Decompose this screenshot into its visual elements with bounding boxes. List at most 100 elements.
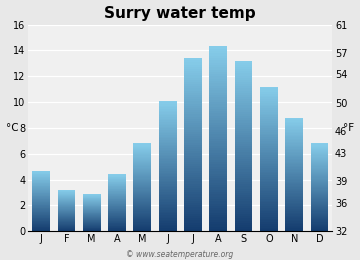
Bar	[184, 138, 202, 140]
Bar	[285, 206, 303, 207]
Bar	[159, 127, 176, 128]
Bar	[235, 140, 252, 142]
Bar	[285, 127, 303, 129]
Bar	[58, 214, 75, 215]
Bar	[83, 198, 100, 199]
Bar	[311, 218, 328, 219]
Bar	[108, 186, 126, 187]
Bar	[159, 202, 176, 204]
Bar	[311, 208, 328, 209]
Bar	[32, 178, 50, 179]
Bar	[235, 118, 252, 120]
Bar	[260, 101, 278, 103]
Bar	[32, 177, 50, 178]
Bar	[134, 150, 151, 151]
Bar	[108, 193, 126, 194]
Bar	[260, 137, 278, 139]
Bar	[285, 122, 303, 123]
Bar	[210, 162, 227, 164]
Bar	[58, 215, 75, 216]
Bar	[260, 179, 278, 181]
Bar	[235, 182, 252, 184]
Bar	[210, 224, 227, 227]
Bar	[285, 126, 303, 127]
Bar	[285, 156, 303, 157]
Bar	[260, 213, 278, 215]
Bar	[134, 196, 151, 197]
Bar	[32, 209, 50, 210]
Bar	[58, 209, 75, 210]
Bar	[108, 211, 126, 212]
Bar	[159, 122, 176, 124]
Bar	[285, 153, 303, 154]
Bar	[83, 212, 100, 213]
Bar	[311, 206, 328, 207]
Bar	[32, 196, 50, 197]
Bar	[210, 146, 227, 148]
Bar	[285, 167, 303, 169]
Bar	[285, 191, 303, 193]
Bar	[210, 220, 227, 222]
Bar	[285, 207, 303, 209]
Bar	[159, 153, 176, 155]
Bar	[58, 196, 75, 197]
Bar	[210, 176, 227, 178]
Bar	[235, 210, 252, 212]
Bar	[235, 78, 252, 80]
Bar	[134, 158, 151, 159]
Bar	[32, 208, 50, 209]
Bar	[184, 147, 202, 149]
Bar	[311, 186, 328, 187]
Bar	[235, 101, 252, 103]
Bar	[210, 104, 227, 107]
Bar	[83, 210, 100, 211]
Bar	[108, 183, 126, 184]
Bar	[83, 225, 100, 226]
Bar	[311, 181, 328, 182]
Bar	[210, 127, 227, 130]
Bar	[159, 107, 176, 109]
Bar	[184, 158, 202, 160]
Bar	[159, 146, 176, 148]
Bar	[210, 51, 227, 53]
Bar	[260, 153, 278, 155]
Bar	[134, 164, 151, 165]
Bar	[235, 202, 252, 204]
Bar	[235, 154, 252, 157]
Bar	[83, 200, 100, 201]
Bar	[184, 164, 202, 166]
Bar	[134, 154, 151, 155]
Bar	[235, 103, 252, 106]
Bar	[285, 183, 303, 184]
Bar	[134, 145, 151, 146]
Bar	[285, 230, 303, 231]
Bar	[32, 189, 50, 190]
Bar	[159, 110, 176, 112]
Bar	[58, 212, 75, 213]
Bar	[311, 200, 328, 202]
Bar	[32, 219, 50, 220]
Bar	[159, 186, 176, 187]
Bar	[108, 209, 126, 210]
Bar	[210, 208, 227, 211]
Bar	[32, 199, 50, 200]
Bar	[260, 155, 278, 157]
Bar	[83, 203, 100, 204]
Bar	[83, 218, 100, 219]
Bar	[260, 132, 278, 134]
Bar	[159, 168, 176, 169]
Bar	[134, 167, 151, 169]
Bar	[134, 192, 151, 193]
Bar	[184, 223, 202, 225]
Bar	[32, 216, 50, 217]
Bar	[311, 193, 328, 194]
Bar	[58, 191, 75, 192]
Bar	[159, 209, 176, 210]
Bar	[311, 146, 328, 147]
Bar	[311, 183, 328, 184]
Bar	[58, 224, 75, 225]
Bar	[285, 130, 303, 132]
Bar	[108, 207, 126, 208]
Bar	[285, 204, 303, 206]
Bar	[159, 145, 176, 146]
